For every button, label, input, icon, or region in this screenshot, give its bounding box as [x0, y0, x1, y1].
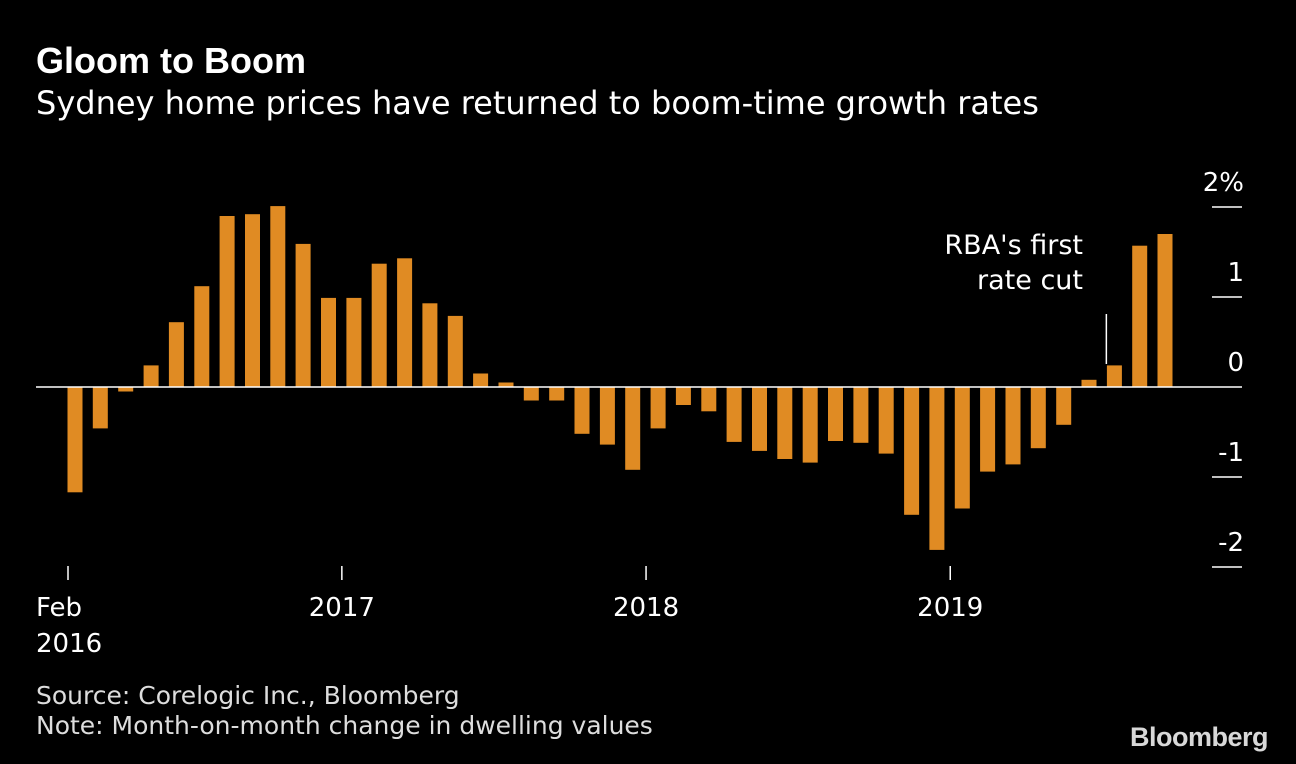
y-tick-label: 1	[1227, 258, 1244, 288]
y-tick-label: -2	[1218, 528, 1244, 558]
bar-2017-03	[397, 258, 413, 387]
x-tick-label: 2017	[309, 593, 375, 623]
bar-2019-03	[1005, 387, 1021, 465]
bar-2018-07	[802, 387, 818, 463]
bar-2019-06	[1081, 379, 1097, 387]
bar-2016-10	[270, 206, 286, 387]
bar-2017-08	[523, 387, 539, 401]
bar-2016-08	[219, 216, 235, 387]
bar-2018-06	[777, 387, 793, 459]
bar-2018-04	[726, 387, 742, 442]
bar-2018-10	[878, 387, 894, 454]
bar-2016-05	[143, 365, 159, 387]
bar-2016-03	[92, 387, 108, 429]
source-text: Source: Corelogic Inc., Bloomberg	[36, 681, 460, 710]
bar-2018-12	[929, 387, 945, 550]
chart-title: Gloom to Boom	[36, 40, 306, 81]
bar-2017-07	[498, 382, 514, 387]
y-axis: 2% 1 0 -1 -2	[1203, 168, 1244, 568]
x-tick-label: 2018	[613, 593, 679, 623]
bar-2018-09	[853, 387, 869, 443]
bar-2019-04	[1030, 387, 1046, 449]
bar-2017-11	[599, 387, 615, 445]
bar-2016-12	[321, 297, 336, 387]
x-tick-label-year: 2016	[36, 629, 102, 659]
annotation-line-1: RBA's first	[944, 230, 1083, 261]
chart-subtitle: Sydney home prices have returned to boom…	[36, 84, 1039, 122]
bar-2017-02	[371, 263, 387, 387]
annotation-line-2: rate cut	[977, 265, 1083, 296]
bar-2016-04	[118, 387, 134, 392]
bar-2016-09	[245, 214, 260, 387]
bar-2018-02	[675, 387, 691, 405]
bar-2019-09	[1157, 234, 1173, 387]
y-tick-label: 2%	[1203, 168, 1244, 198]
annotation-rba-rate-cut: RBA's first rate cut	[944, 228, 1083, 298]
bloomberg-logo: Bloomberg	[1129, 722, 1269, 752]
y-tick-label: 0	[1227, 348, 1244, 378]
bar-2017-01	[346, 297, 362, 387]
bar-2017-09	[549, 387, 565, 401]
bar-2019-02	[980, 387, 996, 472]
y-tick-label: -1	[1218, 438, 1244, 468]
x-tick-label: Feb	[36, 593, 82, 623]
bar-2017-12	[625, 387, 641, 470]
bar-2018-08	[828, 387, 843, 441]
bar-2016-11	[295, 243, 311, 387]
bar-2019-08	[1132, 245, 1148, 387]
bar-2018-11	[904, 387, 920, 515]
bar-2019-01	[954, 387, 970, 509]
bar-2017-04	[422, 303, 438, 387]
bar-2018-03	[701, 387, 717, 412]
bar-2017-10	[574, 387, 590, 434]
x-tick-label: 2019	[917, 593, 983, 623]
bar-2017-06	[473, 373, 489, 387]
bar-2017-05	[447, 315, 463, 387]
bar-2016-06	[168, 322, 184, 387]
bar-2019-05	[1056, 387, 1072, 425]
note-text: Note: Month-on-month change in dwelling …	[36, 711, 653, 740]
bar-2018-01	[650, 387, 666, 429]
bar-2019-07	[1106, 365, 1122, 387]
bar-2016-02	[67, 387, 83, 493]
x-axis: Feb 2016 2017 2018 2019	[36, 566, 983, 659]
bars-group	[36, 206, 1242, 550]
bar-2016-07	[194, 286, 210, 387]
bar-2018-05	[752, 387, 767, 451]
